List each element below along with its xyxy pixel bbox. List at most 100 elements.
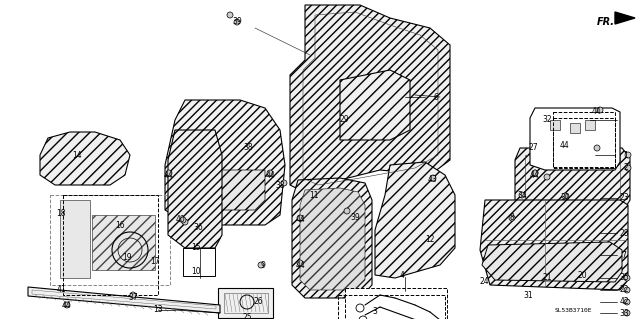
Text: 16: 16 [115, 220, 125, 229]
Text: 3: 3 [372, 308, 378, 316]
Bar [345, 288, 447, 319]
Polygon shape [375, 162, 455, 278]
Circle shape [130, 292, 136, 298]
Text: 20: 20 [577, 271, 587, 279]
Polygon shape [570, 123, 580, 133]
Circle shape [532, 170, 538, 176]
Text: 37: 37 [128, 293, 138, 302]
Polygon shape [292, 178, 372, 298]
Text: 42: 42 [619, 298, 629, 307]
Polygon shape [550, 120, 560, 130]
Text: 41: 41 [56, 286, 66, 294]
Polygon shape [530, 108, 620, 170]
Polygon shape [300, 188, 365, 290]
Circle shape [227, 12, 233, 18]
Text: 38: 38 [275, 181, 285, 189]
Text: 39: 39 [350, 213, 360, 222]
Bar [50, 195, 170, 285]
Text: 39: 39 [232, 18, 242, 26]
Text: 25: 25 [242, 314, 252, 319]
Text: 44: 44 [560, 140, 570, 150]
Circle shape [624, 275, 630, 281]
Text: 15: 15 [191, 243, 201, 253]
Circle shape [64, 302, 70, 308]
Bar [183, 248, 215, 276]
Polygon shape [290, 5, 450, 195]
Text: 23: 23 [619, 194, 629, 203]
Text: 29: 29 [339, 115, 349, 124]
Polygon shape [615, 12, 635, 24]
Circle shape [597, 107, 603, 113]
Text: 4: 4 [399, 271, 404, 279]
Circle shape [532, 170, 538, 176]
Text: 38: 38 [243, 144, 253, 152]
Text: 44: 44 [592, 108, 602, 116]
Text: 10: 10 [191, 268, 201, 277]
Polygon shape [28, 287, 220, 313]
Circle shape [180, 217, 186, 223]
Text: 6: 6 [433, 93, 438, 101]
Text: 30: 30 [560, 194, 570, 203]
Text: 32: 32 [542, 115, 552, 124]
Circle shape [519, 192, 525, 198]
Text: 36: 36 [193, 224, 203, 233]
Bar [553, 112, 615, 167]
Circle shape [166, 170, 172, 176]
Polygon shape [168, 130, 222, 248]
Bar [553, 118, 615, 168]
Polygon shape [165, 100, 285, 225]
Text: 40: 40 [176, 216, 186, 225]
Text: 28: 28 [620, 228, 628, 238]
Circle shape [562, 193, 568, 199]
Circle shape [344, 208, 350, 214]
Text: 44: 44 [62, 300, 72, 309]
Circle shape [624, 310, 630, 316]
Circle shape [297, 215, 303, 221]
Text: 35: 35 [619, 273, 629, 283]
Polygon shape [40, 132, 130, 185]
Circle shape [625, 165, 631, 171]
Text: 44: 44 [295, 261, 305, 270]
Text: 44: 44 [295, 216, 305, 225]
Circle shape [625, 152, 631, 158]
Text: 26: 26 [253, 298, 263, 307]
Circle shape [297, 260, 303, 266]
Bar [224, 293, 268, 313]
Text: 12: 12 [425, 235, 435, 244]
Text: 1: 1 [623, 151, 628, 160]
Polygon shape [340, 70, 410, 140]
Text: 9: 9 [260, 261, 266, 270]
Text: 19: 19 [122, 253, 132, 262]
Circle shape [281, 180, 287, 186]
Polygon shape [60, 200, 90, 278]
Circle shape [234, 19, 240, 25]
Text: 2: 2 [623, 164, 628, 173]
Bar [338, 295, 445, 319]
Text: 14: 14 [72, 151, 82, 160]
Text: 21: 21 [542, 273, 552, 283]
Bar [218, 288, 273, 318]
Text: 44: 44 [164, 170, 174, 180]
Text: 11: 11 [309, 191, 319, 201]
Text: 13: 13 [153, 306, 163, 315]
Polygon shape [480, 200, 628, 290]
Text: 8: 8 [509, 213, 515, 222]
Polygon shape [482, 242, 622, 282]
Circle shape [624, 287, 630, 293]
Circle shape [267, 170, 273, 176]
Circle shape [182, 219, 188, 225]
Circle shape [258, 262, 264, 268]
Text: SL53B3710E: SL53B3710E [555, 308, 593, 313]
Circle shape [544, 174, 550, 180]
Circle shape [624, 299, 630, 305]
Polygon shape [92, 215, 155, 270]
Text: 17: 17 [150, 257, 160, 266]
Circle shape [430, 175, 436, 181]
Circle shape [509, 215, 515, 221]
Text: 22: 22 [620, 286, 628, 294]
Text: 34: 34 [517, 190, 527, 199]
Text: FR.: FR. [597, 17, 615, 27]
Text: 7: 7 [621, 250, 627, 259]
Text: 43: 43 [427, 175, 437, 184]
Text: 31: 31 [523, 291, 533, 300]
